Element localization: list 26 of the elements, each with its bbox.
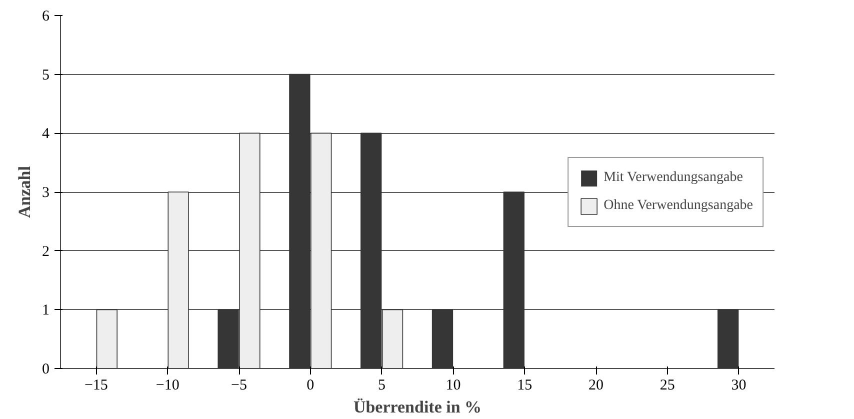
- y-tick-label: 4: [42, 126, 50, 142]
- bar: [96, 309, 118, 368]
- bar: [168, 192, 189, 368]
- legend-label: Ohne Verwendungsangabe: [604, 198, 753, 214]
- x-tick-label: 5: [378, 378, 386, 394]
- y-tick-label: 5: [42, 67, 50, 84]
- x-tick-label: −5: [231, 378, 247, 394]
- x-tick-label: 20: [588, 378, 604, 394]
- x-axis-title: Überrendite in %: [353, 398, 482, 416]
- y-tick-label: 0: [42, 362, 50, 378]
- bar: [503, 192, 524, 368]
- bar: [718, 309, 739, 368]
- x-tick-label: −15: [84, 378, 108, 394]
- x-tick-label: 10: [446, 378, 461, 394]
- legend-label: Mit Verwendungsangabe: [604, 170, 743, 186]
- y-tick-label: 2: [42, 244, 50, 260]
- x-tick-label: 30: [731, 378, 746, 394]
- x-tick-label: 0: [306, 378, 314, 394]
- y-axis-title: Anzahl: [15, 166, 34, 218]
- y-tick-label: 3: [42, 185, 50, 201]
- x-tick-label: 15: [517, 378, 532, 394]
- x-tick-label: −10: [156, 378, 180, 394]
- y-tick-label: 6: [42, 8, 50, 24]
- bar: [432, 309, 454, 368]
- x-tick-label: 25: [660, 378, 675, 394]
- y-tick-label: 1: [42, 302, 50, 319]
